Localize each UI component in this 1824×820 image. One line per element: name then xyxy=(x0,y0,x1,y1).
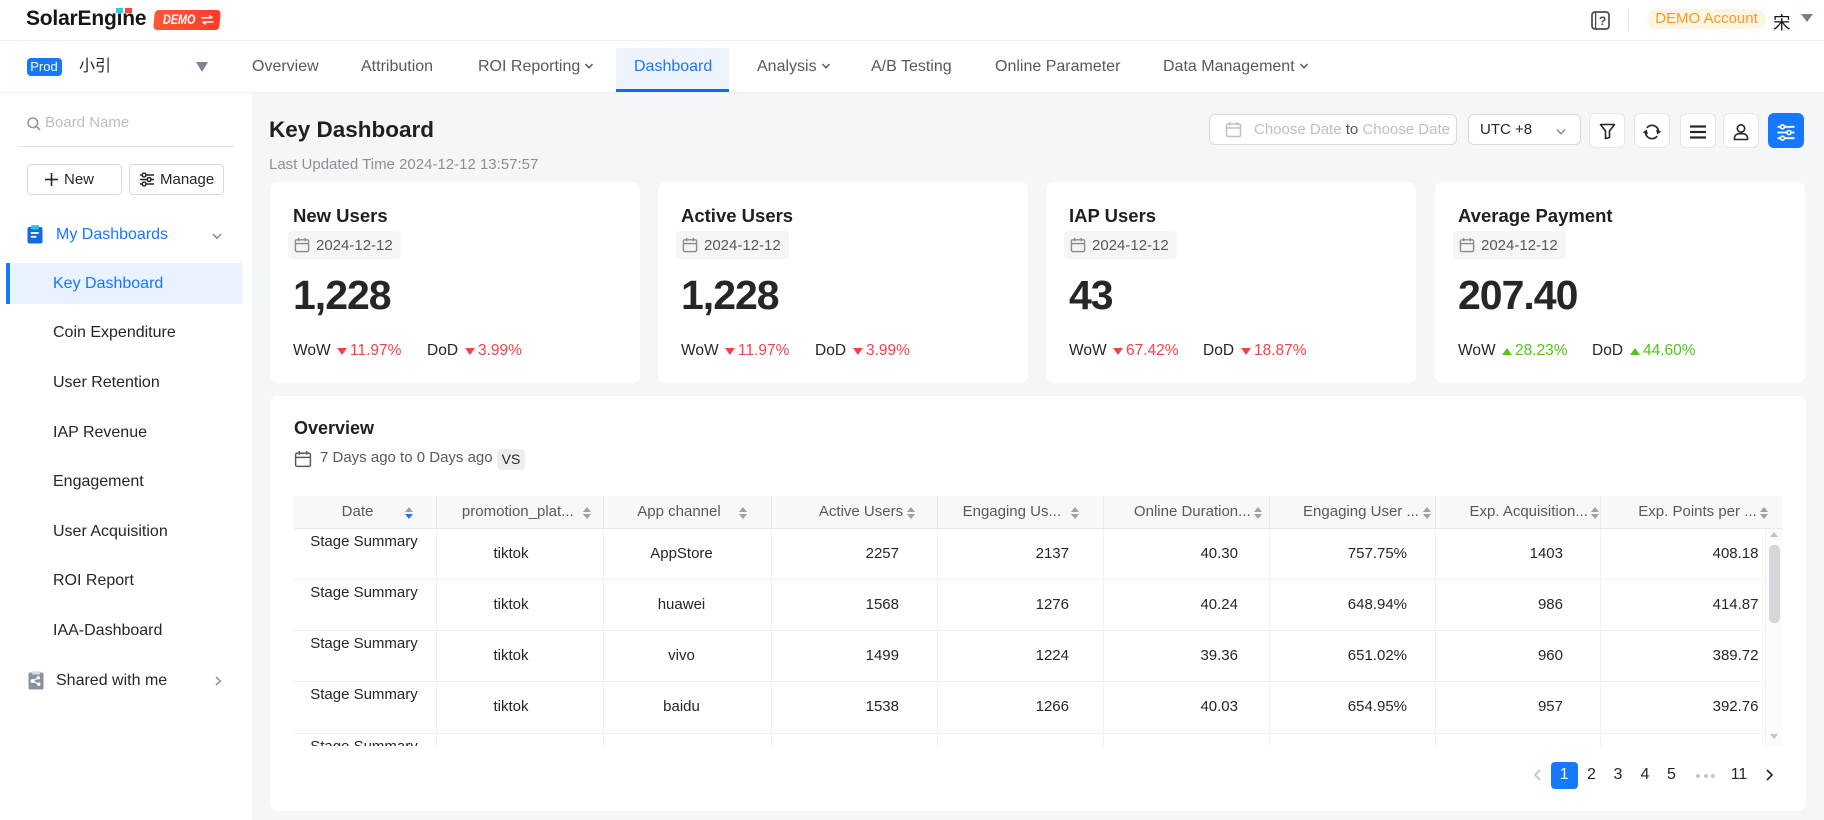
svg-text:?: ? xyxy=(1599,14,1606,28)
